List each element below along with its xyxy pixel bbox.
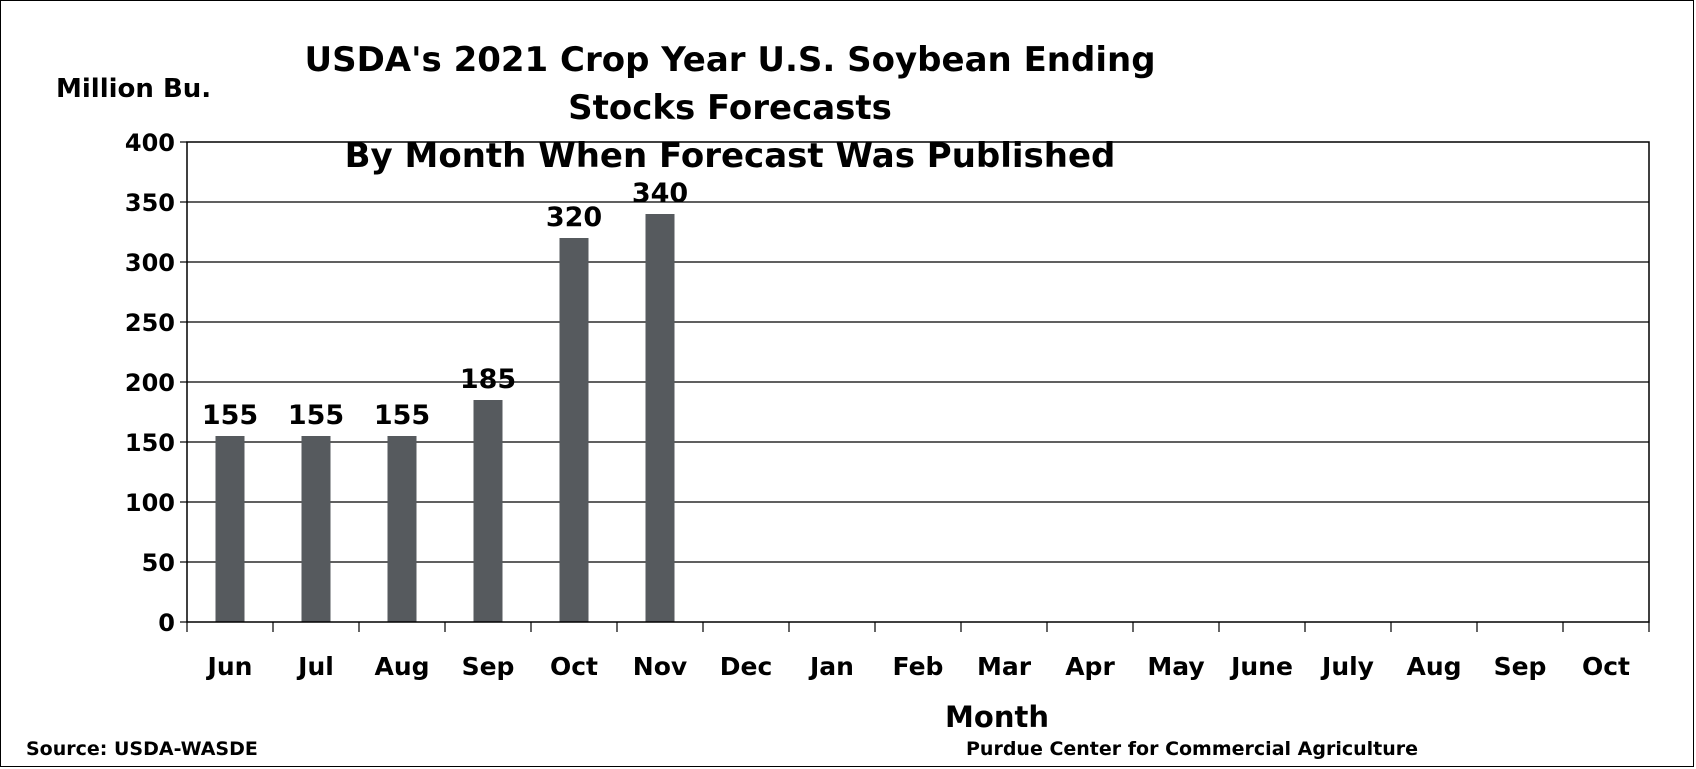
x-tick-label: Apr (1065, 652, 1115, 681)
source-note: Source: USDA-WASDE (26, 738, 258, 760)
y-tick-label: 250 (125, 309, 175, 337)
y-tick-label: 50 (142, 549, 175, 577)
data-label: 155 (288, 400, 344, 431)
x-tick-label: May (1147, 652, 1204, 681)
y-tick-label: 300 (125, 249, 175, 277)
y-tick-label: 100 (125, 489, 175, 517)
y-tick-label: 150 (125, 429, 175, 457)
data-label: 185 (460, 364, 516, 395)
bar (387, 436, 417, 622)
x-tick-label: Feb (893, 652, 944, 681)
bar (301, 436, 331, 622)
bar (473, 400, 503, 622)
x-tick-label: Aug (374, 652, 429, 681)
x-tick-label: Dec (720, 652, 773, 681)
y-tick-label: 400 (125, 129, 175, 157)
bar (645, 214, 675, 622)
x-tick-label: Jan (808, 652, 854, 681)
chart-title-line-1: USDA's 2021 Crop Year U.S. Soybean Endin… (304, 40, 1156, 128)
x-tick-label: Aug (1406, 652, 1461, 681)
bar (559, 238, 589, 622)
x-tick-label: Jun (206, 652, 253, 681)
bar (215, 436, 245, 622)
x-tick-label: July (1320, 652, 1374, 681)
y-axis-label: Million Bu. (56, 74, 212, 104)
x-tick-label: Jul (296, 652, 334, 681)
credit-note: Purdue Center for Commercial Agriculture (966, 738, 1418, 760)
x-tick-label: June (1229, 652, 1293, 681)
x-tick-label: Mar (977, 652, 1032, 681)
data-label: 155 (374, 400, 430, 431)
x-tick-label: Oct (1582, 652, 1630, 681)
data-label: 155 (202, 400, 258, 431)
y-tick-label: 0 (158, 609, 175, 637)
x-tick-label: Sep (1494, 652, 1547, 681)
data-label: 320 (546, 202, 602, 233)
x-tick-label: Sep (462, 652, 515, 681)
data-label: 340 (632, 178, 688, 209)
x-tick-label: Nov (633, 652, 687, 681)
y-tick-label: 350 (125, 189, 175, 217)
y-tick-label: 200 (125, 369, 175, 397)
x-tick-label: Oct (550, 652, 598, 681)
x-axis-label: Month (945, 700, 1049, 734)
